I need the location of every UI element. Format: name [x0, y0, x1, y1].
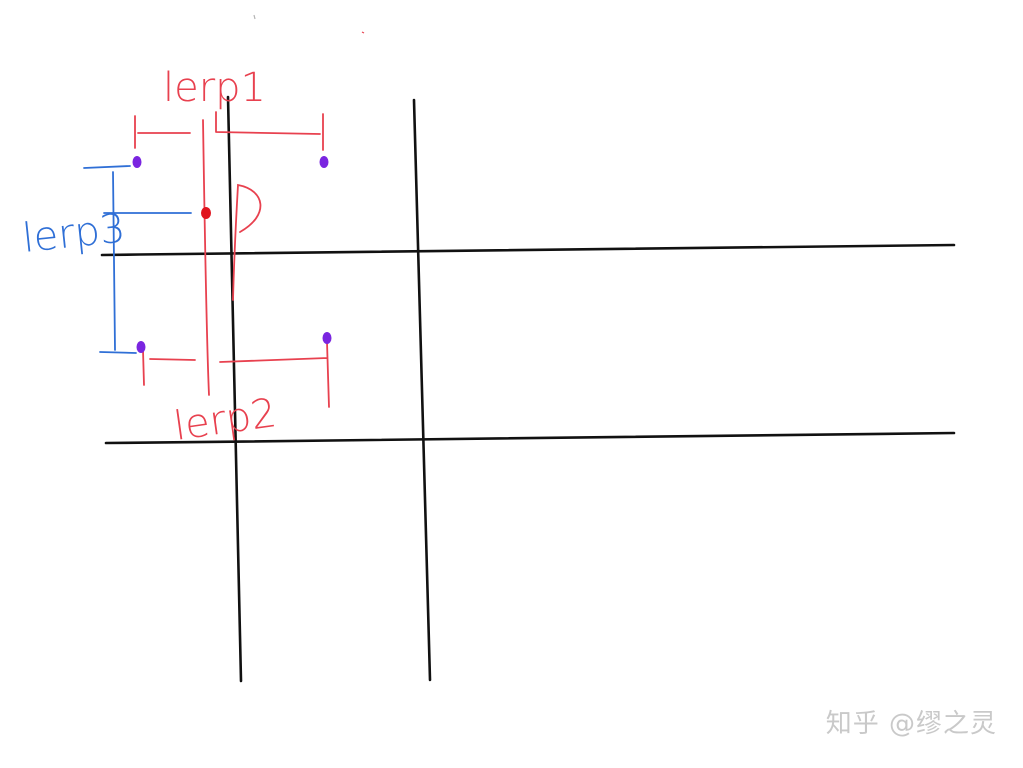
corner-point-bottom-right: [322, 332, 332, 344]
lerp3-bottom-tick: [99, 351, 137, 354]
stray-mark-red: [361, 31, 365, 34]
lerp3-label: lerp3: [20, 205, 127, 262]
corner-point-top-left: [132, 156, 142, 168]
grid-vertical-line-left: [226, 95, 243, 683]
corner-point-bottom-left: [136, 341, 146, 353]
red-lerp-markings: [134, 111, 330, 408]
stray-mark: [253, 14, 256, 20]
grid-vertical-line-right: [412, 98, 432, 682]
lerp3-vertical: [112, 171, 116, 351]
corner-point-top-right: [319, 156, 329, 168]
red-vertical-line: [202, 119, 210, 396]
lerp2-bracket: [142, 341, 330, 408]
corner-points: [132, 156, 332, 353]
p-stroke: [232, 183, 262, 301]
watermark: 知乎 @缪之灵: [825, 709, 997, 739]
grid: [100, 95, 956, 683]
lerp3-top-tick: [83, 165, 131, 169]
lerp1-label: lerp1: [163, 65, 266, 111]
lerp3-bracket: [83, 165, 192, 354]
grid-horizontal-line-bottom: [104, 431, 956, 445]
lerp1-bracket: [134, 111, 324, 151]
grid-horizontal-line-top: [100, 243, 956, 257]
interpolated-point: [201, 207, 211, 219]
